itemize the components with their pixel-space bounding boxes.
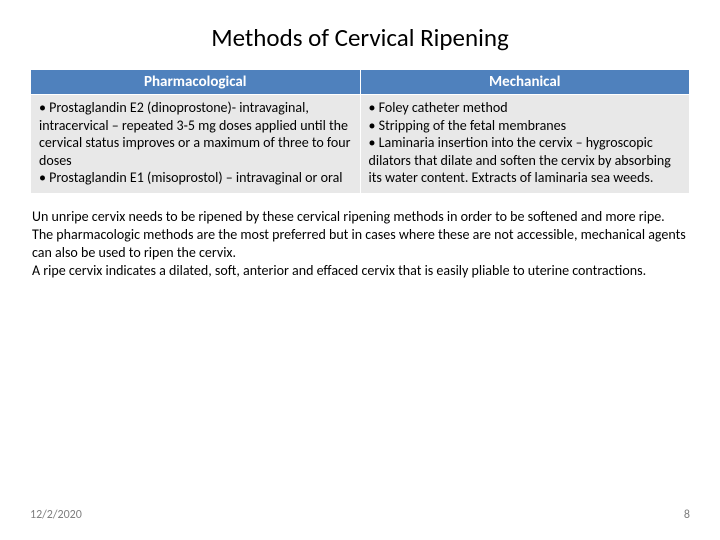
page-title: Methods of Cervical Ripening bbox=[30, 22, 690, 53]
col-header-mechanical: Mechanical bbox=[360, 70, 690, 95]
footer-date: 12/2/2020 bbox=[30, 508, 82, 522]
summary-text: Un unripe cervix needs to be ripened by … bbox=[30, 208, 690, 281]
footer-page-number: 8 bbox=[684, 508, 690, 522]
cell-pharmacological: • Prostaglandin E2 (dinoprostone)- intra… bbox=[31, 95, 361, 194]
col-header-pharmacological: Pharmacological bbox=[31, 70, 361, 95]
methods-table: Pharmacological Mechanical • Prostagland… bbox=[30, 69, 690, 194]
cell-mechanical: • Foley catheter method• Stripping of th… bbox=[360, 95, 690, 194]
